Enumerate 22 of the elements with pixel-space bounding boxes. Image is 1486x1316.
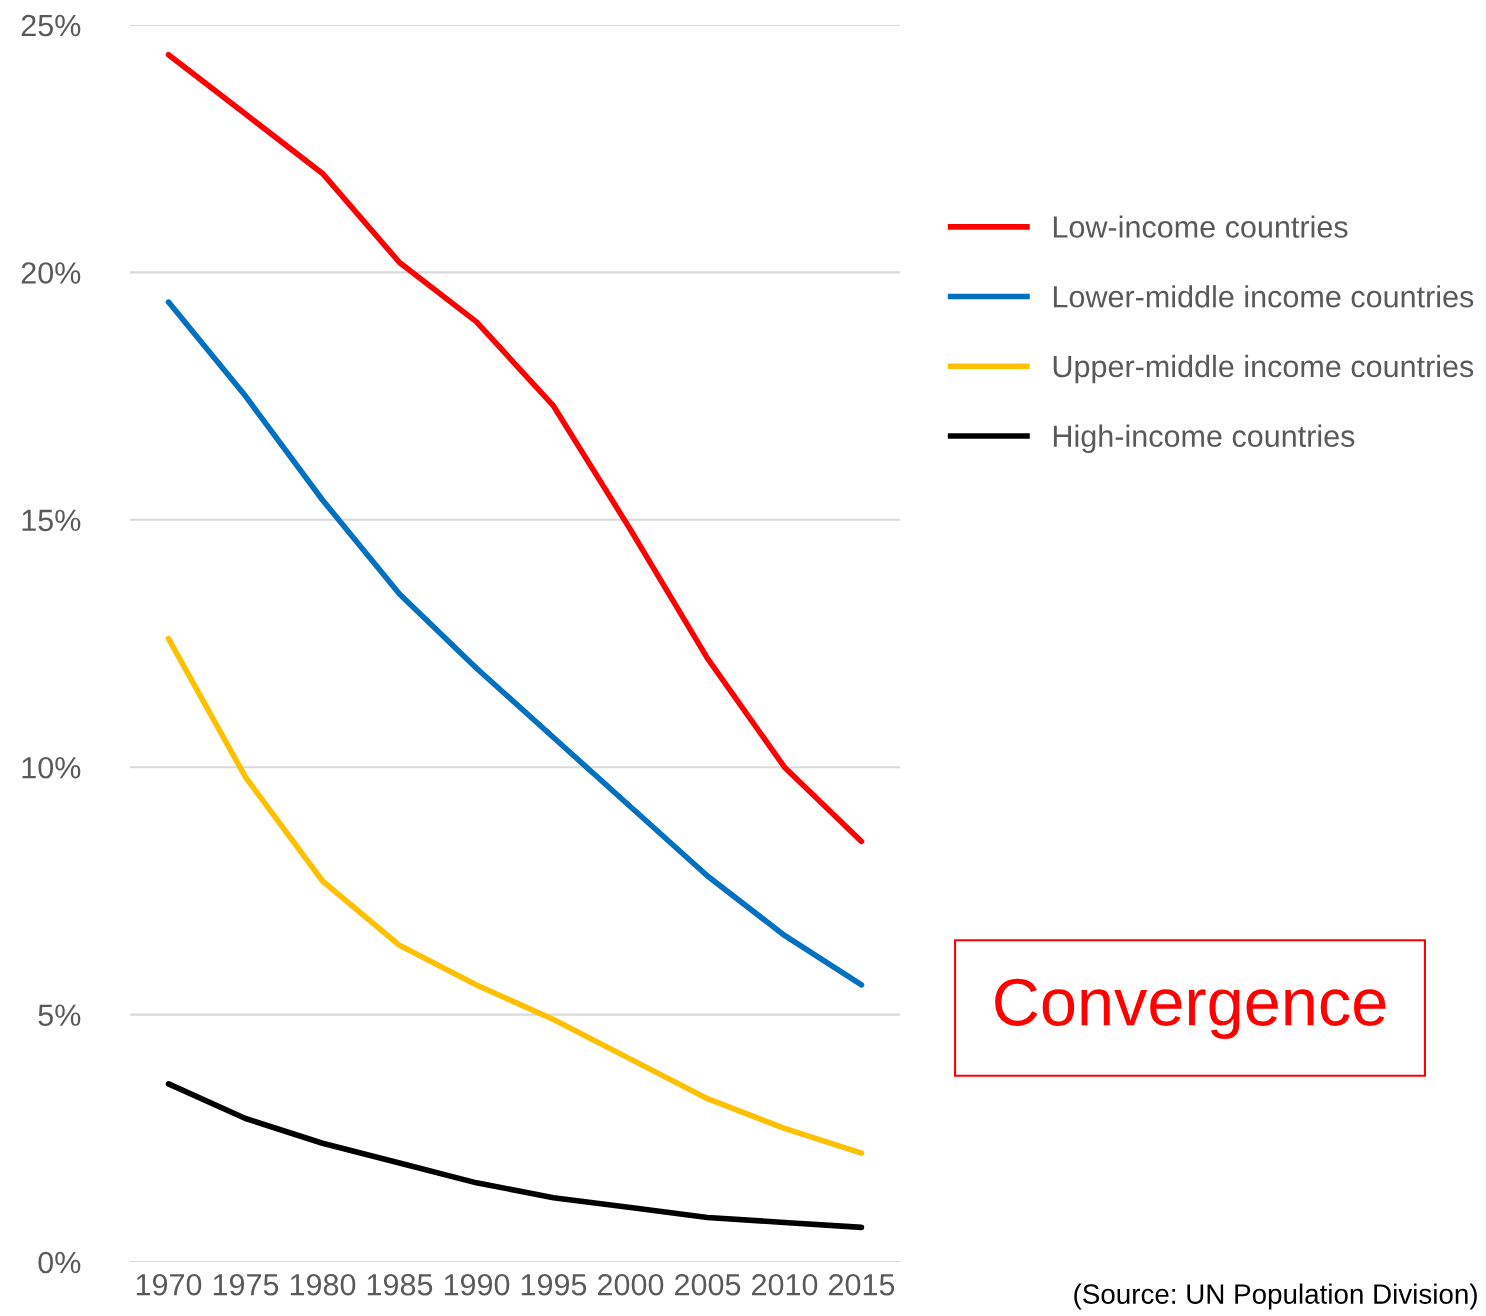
x-tick-label: 2010 bbox=[752, 1273, 818, 1296]
x-tick-label: 2005 bbox=[675, 1273, 741, 1296]
x-tick-label: 1975 bbox=[213, 1273, 279, 1296]
text: Convergence bbox=[995, 978, 1386, 1040]
x-tick-label: 1995 bbox=[521, 1273, 587, 1296]
x-tick-label: 1990 bbox=[444, 1273, 510, 1296]
x-tick-label: 1985 bbox=[367, 1273, 433, 1296]
x-tick-label: 1980 bbox=[290, 1273, 356, 1296]
y-tick-label: 15% bbox=[22, 509, 81, 532]
legend-label: Lower-middle income countries bbox=[1053, 285, 1474, 308]
text: (Source: UN Population Division) bbox=[1074, 1283, 1477, 1310]
y-tick-label: 20% bbox=[21, 262, 81, 284]
y-tick-label: 10% bbox=[22, 756, 81, 779]
legend-label: Low-income countries bbox=[1053, 215, 1348, 238]
x-tick-label: 2000 bbox=[598, 1273, 664, 1296]
y-tick-label: 5% bbox=[38, 1004, 81, 1026]
legend-label: High-income countries bbox=[1053, 424, 1355, 454]
y-tick-label: 25% bbox=[21, 14, 81, 37]
x-tick-label: 1970 bbox=[136, 1273, 202, 1296]
x-tick-label: 2015 bbox=[829, 1273, 895, 1296]
legend-label: Upper-middle income countries bbox=[1053, 354, 1474, 384]
y-tick-label: 0% bbox=[38, 1251, 81, 1274]
